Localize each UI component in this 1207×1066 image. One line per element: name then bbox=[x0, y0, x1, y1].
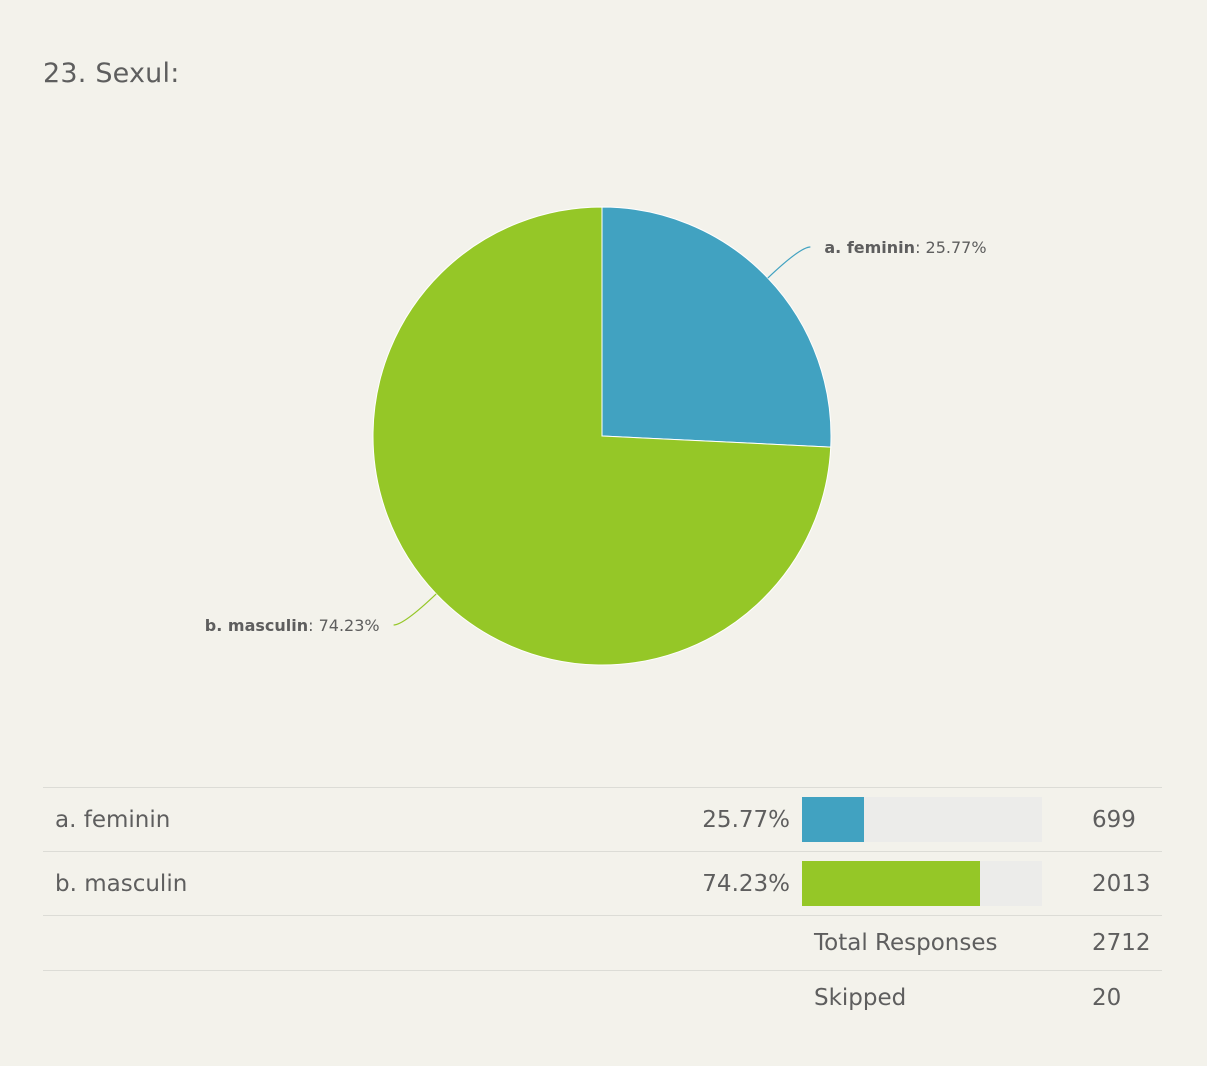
row-percent: 74.23% bbox=[675, 851, 802, 916]
skipped-row: Skipped 20 bbox=[43, 970, 1162, 1025]
table-row: a. feminin 25.77% 699 bbox=[43, 787, 1162, 852]
pie-chart: a. feminin: 25.77% b. masculin: 74.23% bbox=[205, 206, 987, 666]
row-count: 2013 bbox=[1042, 851, 1162, 916]
row-bar bbox=[802, 851, 1042, 916]
total-responses-row: Total Responses 2712 bbox=[43, 915, 1162, 971]
bar-track bbox=[802, 861, 1042, 906]
skipped-label: Skipped bbox=[802, 970, 1042, 1025]
pie-slice-masculin bbox=[372, 206, 832, 666]
row-count: 699 bbox=[1042, 787, 1162, 852]
pie-leader-line bbox=[393, 593, 437, 626]
bar-track bbox=[802, 797, 1042, 842]
row-bar bbox=[802, 787, 1042, 852]
skipped-value: 20 bbox=[1042, 970, 1162, 1025]
table-row: b. masculin 74.23% 2013 bbox=[43, 851, 1162, 916]
bar-fill bbox=[802, 797, 864, 842]
row-percent: 25.77% bbox=[675, 787, 802, 852]
total-responses-value: 2712 bbox=[1042, 915, 1162, 971]
total-responses-label: Total Responses bbox=[802, 915, 1042, 971]
bar-fill bbox=[802, 861, 981, 906]
row-label: b. masculin bbox=[43, 851, 675, 916]
pie-data-label: b. masculin: 74.23% bbox=[205, 616, 380, 635]
results-table: a. feminin 25.77% 699 b. masculin 74.23%… bbox=[43, 787, 1162, 1025]
pie-leader-line bbox=[767, 246, 811, 279]
question-title: 23. Sexul: bbox=[43, 58, 180, 89]
row-label: a. feminin bbox=[43, 787, 675, 852]
pie-slice-feminin bbox=[601, 206, 832, 448]
pie-data-label: a. feminin: 25.77% bbox=[824, 238, 986, 257]
